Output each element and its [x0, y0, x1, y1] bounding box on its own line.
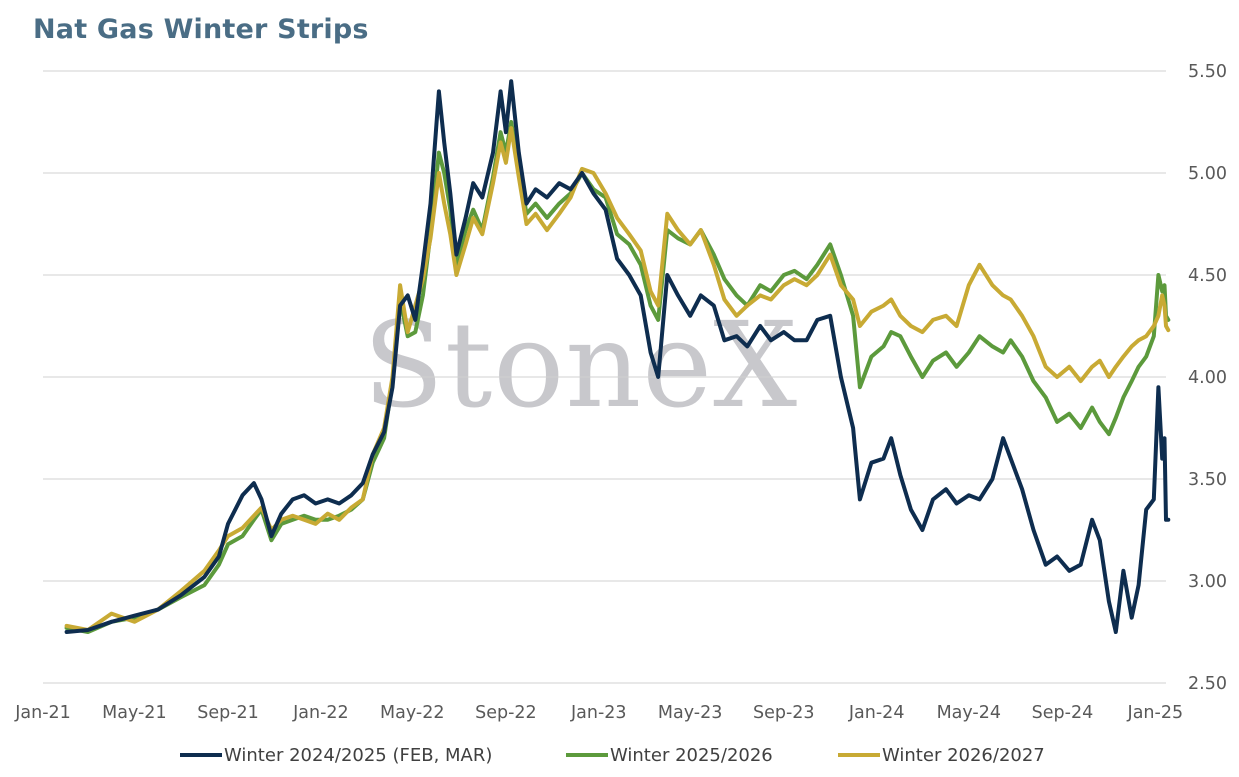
legend: Winter 2024/2025 (FEB, MAR) Winter 2025/2…	[180, 745, 1045, 766]
x-tick-label: May-24	[937, 703, 1001, 723]
x-tick-label: May-21	[102, 703, 166, 723]
chart-title: Nat Gas Winter Strips	[33, 14, 369, 45]
series-line-3	[64, 126, 1171, 632]
legend-label: Winter 2024/2025 (FEB, MAR)	[224, 745, 492, 766]
legend-label: Winter 2026/2027	[882, 745, 1045, 766]
y-tick-label: 5.00	[1188, 164, 1227, 184]
x-tick-label: Sep-24	[1032, 703, 1094, 723]
y-tick-label: 3.50	[1188, 470, 1227, 490]
x-tick-label: May-22	[380, 703, 444, 723]
gridlines	[43, 70, 1166, 684]
x-tick-label: Sep-22	[475, 703, 537, 723]
y-tick-label: 3.00	[1188, 572, 1227, 592]
y-axis: 2.50 3.00 3.50 4.00 4.50 5.00 5.50	[1188, 62, 1227, 694]
x-axis: Jan-21 May-21 Sep-21 Jan-22 May-22 Sep-22 Jan-…	[14, 703, 1183, 723]
series-line-1	[64, 79, 1171, 634]
series-layer	[64, 79, 1171, 634]
x-tick-label: Jan-22	[292, 703, 349, 723]
legend-label: Winter 2025/2026	[610, 745, 773, 766]
x-tick-label: Jan-24	[848, 703, 905, 723]
x-tick-label: Sep-21	[197, 703, 259, 723]
y-tick-label: 2.50	[1188, 674, 1227, 694]
x-tick-label: May-23	[658, 703, 722, 723]
x-tick-label: Sep-23	[753, 703, 815, 723]
y-tick-label: 4.00	[1188, 368, 1227, 388]
x-tick-label: Jan-21	[14, 703, 71, 723]
x-tick-label: Jan-25	[1127, 703, 1184, 723]
stonex-watermark: StoneX	[363, 296, 798, 434]
y-tick-label: 5.50	[1188, 62, 1227, 82]
x-tick-label: Jan-23	[570, 703, 627, 723]
y-tick-label: 4.50	[1188, 266, 1227, 286]
